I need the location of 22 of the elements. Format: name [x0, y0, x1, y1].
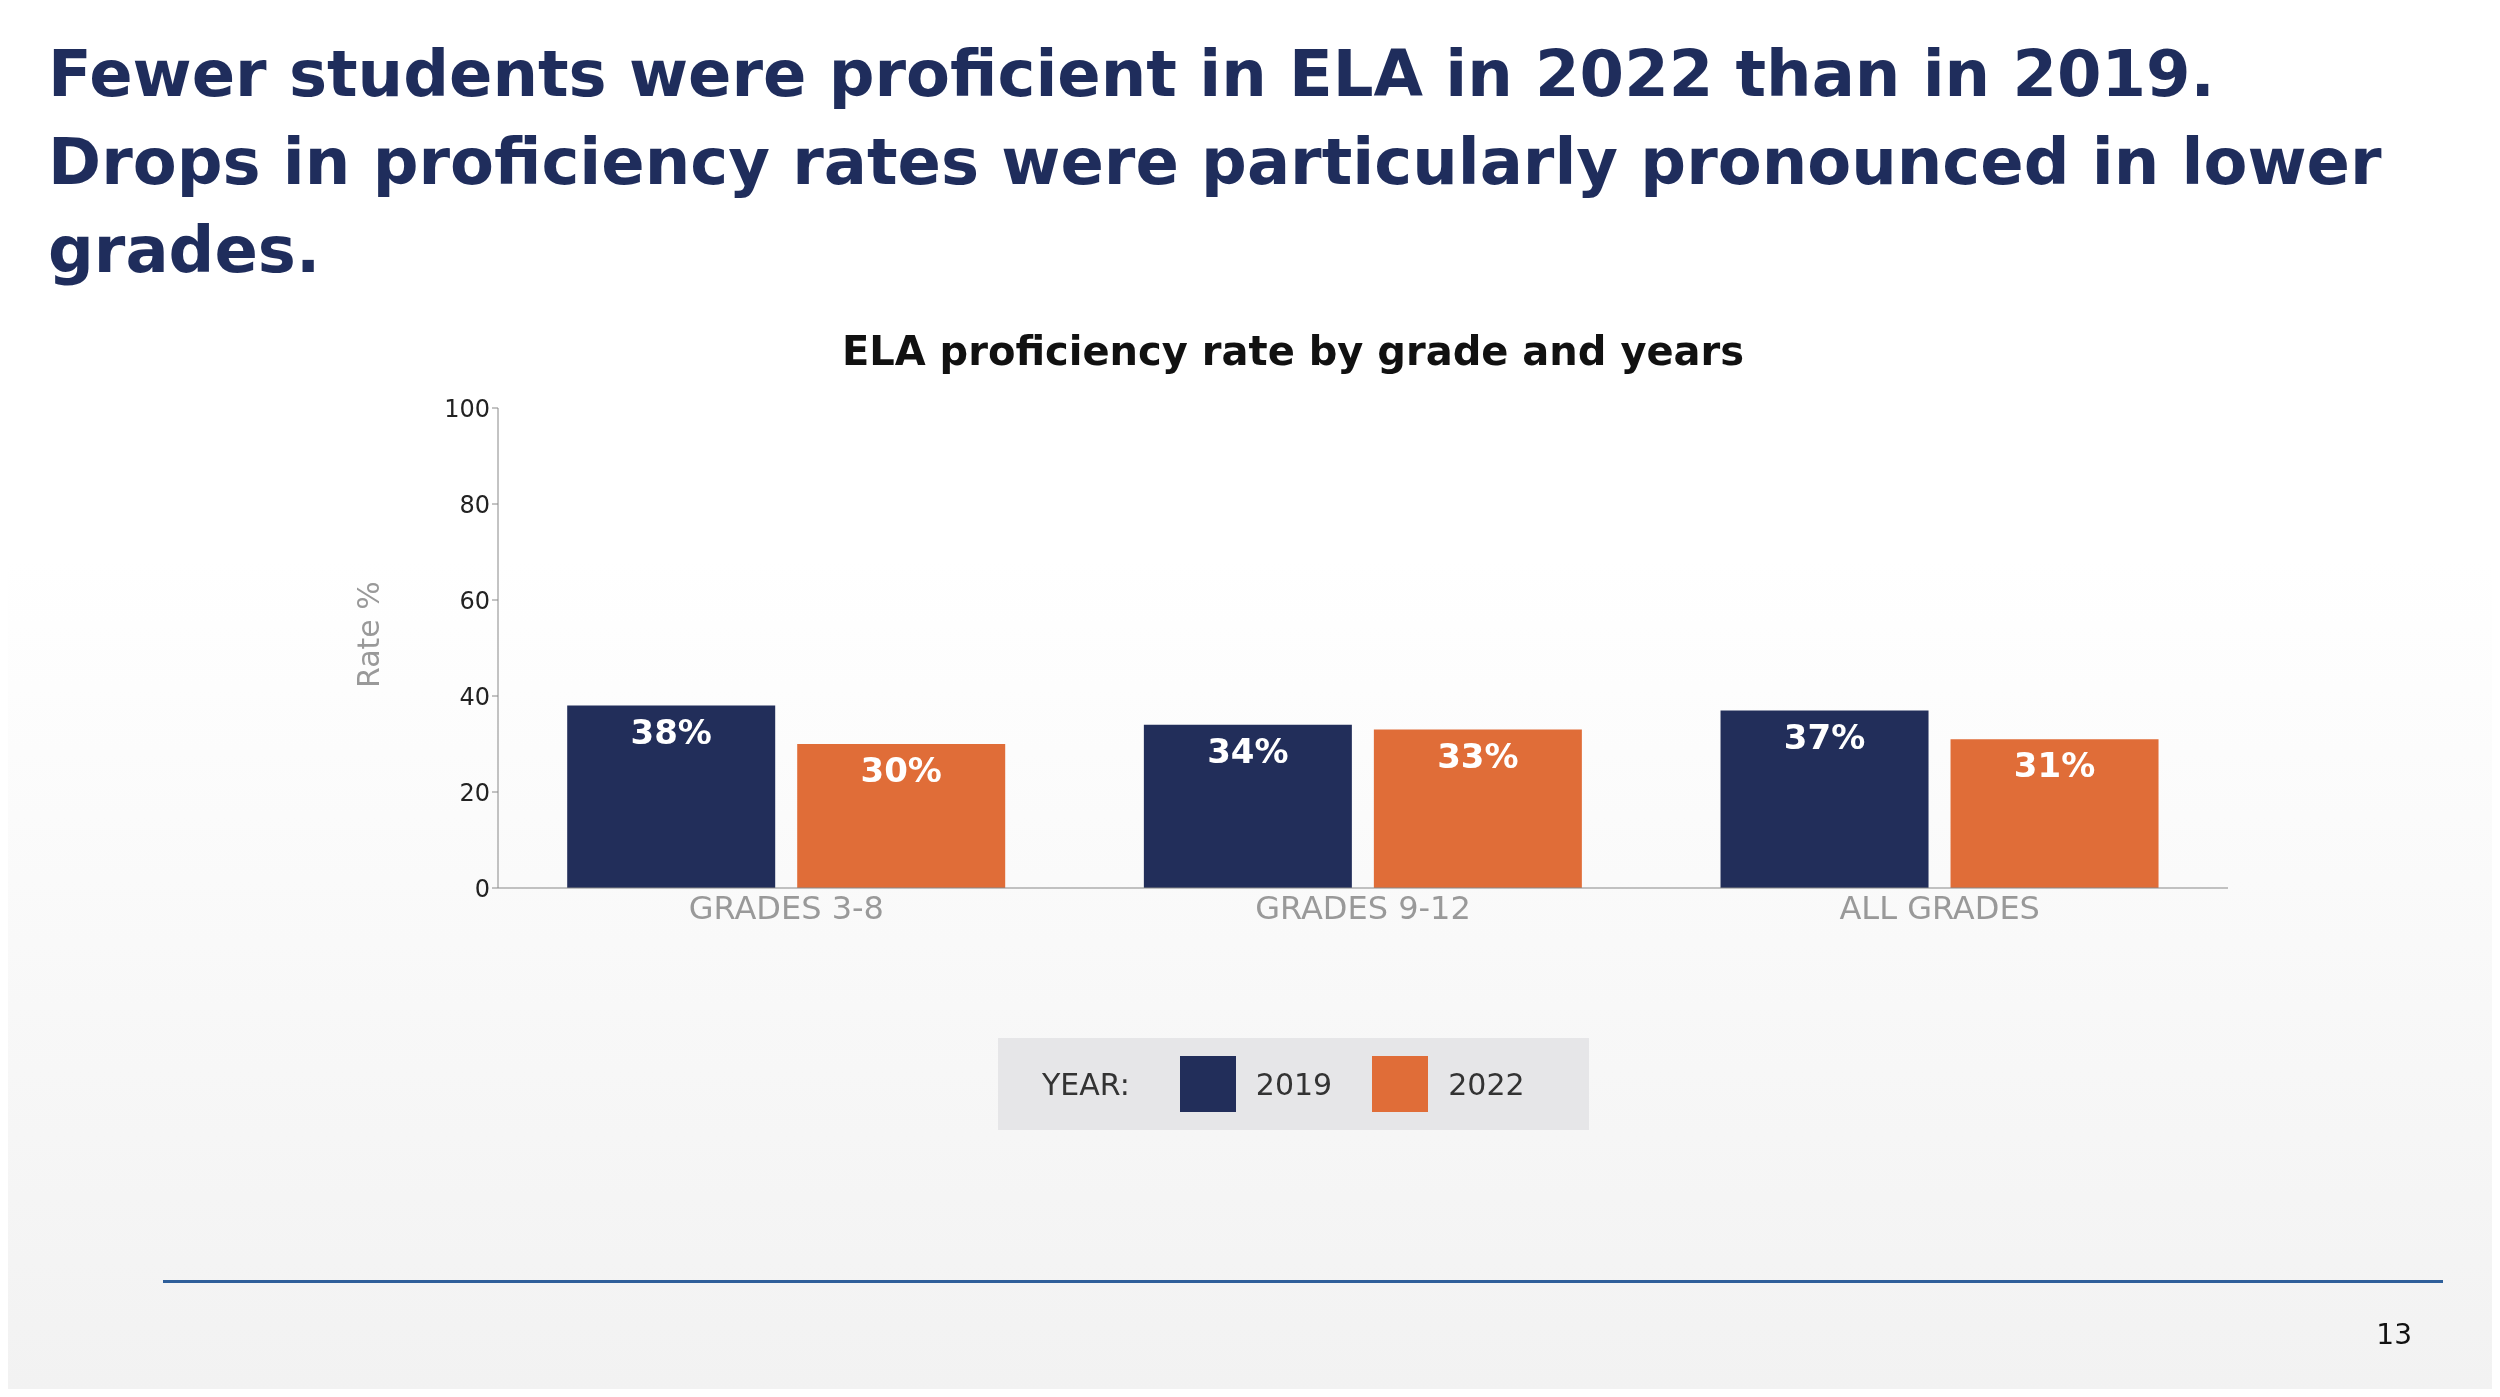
data-label: 37%: [1783, 716, 1866, 757]
y-tick-label: 80: [459, 490, 490, 519]
text: 13: [2376, 1318, 2412, 1351]
data-label: 31%: [2013, 745, 2096, 786]
chart-subtitle: ELA proficiency rate by grade and years: [840, 328, 1746, 374]
data-label: 38%: [630, 711, 712, 752]
legend-label: 2022: [1448, 1066, 1525, 1102]
chart-title: Fewer students were proficient in ELA in 2022 than in 2019. Drops in proficiency rates were particularly pronounced in lower grades.: [48, 36, 2383, 289]
legend-title: YEAR:: [1042, 1066, 1130, 1102]
y-tick-label: 20: [459, 778, 490, 807]
legend-label: 2019: [1255, 1066, 1333, 1102]
data-label: 33%: [1437, 735, 1519, 776]
y-tick-label: 100: [444, 394, 490, 423]
y-tick-label: 60: [459, 586, 490, 615]
y-axis-title: Rate %: [350, 581, 386, 688]
data-label: 34%: [1207, 730, 1289, 771]
data-label: 30%: [860, 750, 942, 791]
y-tick-label: 40: [459, 682, 490, 711]
x-tick-label: GRADES 3-8: [688, 888, 884, 927]
x-tick-label: GRADES 9-12: [1255, 888, 1471, 927]
x-tick-label: ALL GRADES: [1839, 888, 2040, 927]
y-tick-label: 0: [474, 874, 490, 903]
